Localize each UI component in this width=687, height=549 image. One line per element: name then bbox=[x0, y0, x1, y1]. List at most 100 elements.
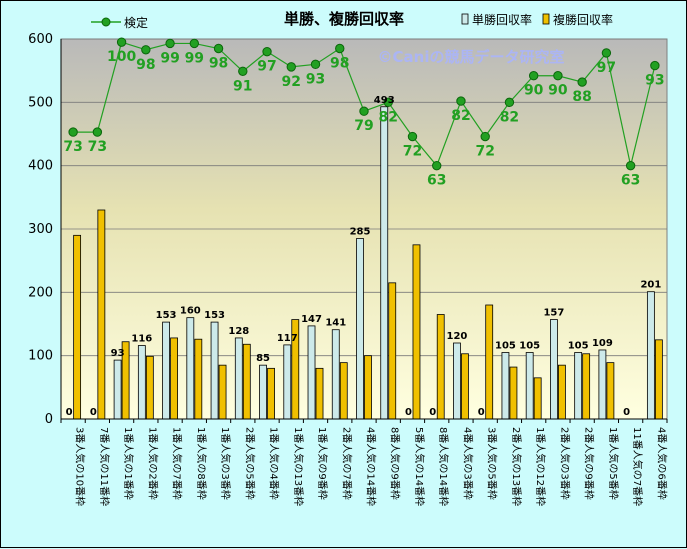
win-data-label: 0 bbox=[429, 407, 436, 418]
x-tick-label: 4番人気の6番枠 bbox=[655, 427, 668, 500]
place-bar bbox=[73, 234, 82, 420]
win-bar bbox=[307, 325, 316, 420]
x-tick-label: 7番人気の11番枠 bbox=[98, 427, 111, 506]
test-point bbox=[335, 43, 345, 54]
test-point bbox=[262, 46, 272, 57]
x-tick-label: 1番人気の3番枠 bbox=[219, 427, 232, 500]
x-tick-label: 8番人気の14番枠 bbox=[437, 427, 450, 506]
win-data-label: 105 bbox=[495, 341, 516, 352]
win-data-label: 0 bbox=[66, 407, 73, 418]
test-data-label: 99 bbox=[160, 50, 179, 66]
x-tick-label: 3番人気の5番枠 bbox=[486, 427, 499, 500]
x-tick-label: 4番人気の3番枠 bbox=[461, 427, 474, 500]
win-data-label: 128 bbox=[228, 326, 249, 337]
win-data-label: 116 bbox=[131, 334, 152, 345]
place-bar bbox=[509, 366, 518, 420]
win-data-label: 85 bbox=[256, 353, 270, 364]
x-tick-label: 1番人気の8番枠 bbox=[195, 427, 208, 500]
win-data-label: 160 bbox=[180, 306, 201, 317]
place-bar bbox=[606, 362, 615, 420]
test-point bbox=[504, 97, 515, 108]
win-data-label: 109 bbox=[592, 338, 613, 349]
x-tick-label: 11番人気の7番枠 bbox=[631, 427, 644, 506]
test-point bbox=[480, 131, 490, 142]
win-bar bbox=[550, 319, 558, 420]
test-data-label: 98 bbox=[209, 56, 228, 72]
x-tick-label: 2番人気の5番枠 bbox=[243, 427, 256, 500]
x-tick-label: 2番人気の13番枠 bbox=[510, 427, 523, 506]
win-data-label: 147 bbox=[301, 314, 322, 325]
test-point bbox=[553, 71, 563, 81]
place-bar bbox=[145, 355, 154, 420]
x-tick-label: 1番人気の5番枠 bbox=[607, 427, 620, 500]
test-point bbox=[165, 38, 175, 49]
win-bar bbox=[331, 329, 340, 420]
x-tick-label: 1番人気の13番枠 bbox=[292, 427, 305, 506]
win-bar bbox=[259, 364, 267, 420]
x-tick-label: 1番人気の7番枠 bbox=[171, 427, 184, 500]
test-point bbox=[407, 131, 418, 142]
test-data-label: 97 bbox=[257, 59, 276, 75]
test-data-label: 73 bbox=[63, 139, 82, 155]
win-bar bbox=[283, 344, 292, 420]
test-point bbox=[577, 77, 587, 87]
test-point bbox=[286, 62, 296, 72]
win-data-label: 493 bbox=[374, 95, 395, 106]
test-data-label: 91 bbox=[233, 78, 252, 94]
test-point bbox=[238, 66, 248, 77]
y-tick-label: 0 bbox=[45, 412, 53, 427]
win-bar bbox=[380, 106, 389, 420]
place-bar bbox=[242, 343, 251, 420]
test-point bbox=[528, 71, 539, 81]
win-data-label: 120 bbox=[447, 331, 468, 342]
legend: 検定 単勝回収率 複勝回収率 bbox=[91, 12, 613, 30]
place-bar bbox=[436, 314, 445, 420]
test-point bbox=[116, 37, 127, 47]
place-bar bbox=[461, 353, 469, 420]
test-point bbox=[432, 160, 442, 171]
win-data-label: 153 bbox=[204, 310, 225, 321]
win-bar bbox=[137, 345, 146, 420]
legend-win-label: 単勝回収率 bbox=[472, 12, 532, 27]
win-bar bbox=[356, 238, 364, 420]
test-point bbox=[92, 127, 103, 137]
win-data-label: 105 bbox=[519, 341, 540, 352]
watermark-text: ©Caniの競馬データ研究室 bbox=[378, 48, 565, 66]
place-bar bbox=[267, 367, 275, 420]
test-data-label: 82 bbox=[451, 108, 470, 124]
test-point bbox=[650, 60, 660, 71]
win-bar bbox=[234, 337, 243, 420]
place-bar bbox=[654, 339, 663, 420]
place-bar bbox=[170, 337, 178, 420]
x-tick-label: 2番人気の9番枠 bbox=[583, 427, 596, 500]
x-tick-label: 1番人気の9番枠 bbox=[316, 427, 329, 500]
test-data-label: 63 bbox=[427, 173, 446, 189]
win-data-label: 157 bbox=[543, 308, 564, 319]
test-point bbox=[189, 38, 200, 49]
win-bar bbox=[210, 321, 219, 420]
test-point bbox=[625, 160, 636, 171]
test-point bbox=[456, 96, 466, 106]
legend-win-swatch bbox=[461, 13, 469, 25]
place-bar bbox=[412, 244, 421, 420]
win-data-label: 0 bbox=[623, 407, 630, 418]
test-data-label: 99 bbox=[185, 50, 204, 66]
legend-line-marker bbox=[101, 17, 111, 27]
test-point bbox=[213, 43, 224, 54]
x-tick-label: 2番人気の7番枠 bbox=[340, 427, 353, 500]
win-data-label: 117 bbox=[277, 333, 298, 344]
y-tick-label: 100 bbox=[28, 349, 53, 364]
win-data-label: 93 bbox=[111, 348, 125, 359]
test-data-label: 79 bbox=[354, 118, 373, 134]
win-data-label: 0 bbox=[478, 407, 485, 418]
win-bar bbox=[574, 352, 583, 420]
test-data-label: 72 bbox=[403, 144, 422, 160]
test-data-label: 82 bbox=[500, 109, 519, 125]
chart-title: 単勝、複勝回収率 bbox=[284, 10, 404, 28]
test-point bbox=[310, 59, 321, 70]
y-tick-label: 300 bbox=[28, 222, 53, 237]
win-data-label: 285 bbox=[350, 227, 371, 238]
y-tick-label: 500 bbox=[28, 95, 53, 110]
test-data-label: 93 bbox=[645, 73, 664, 89]
